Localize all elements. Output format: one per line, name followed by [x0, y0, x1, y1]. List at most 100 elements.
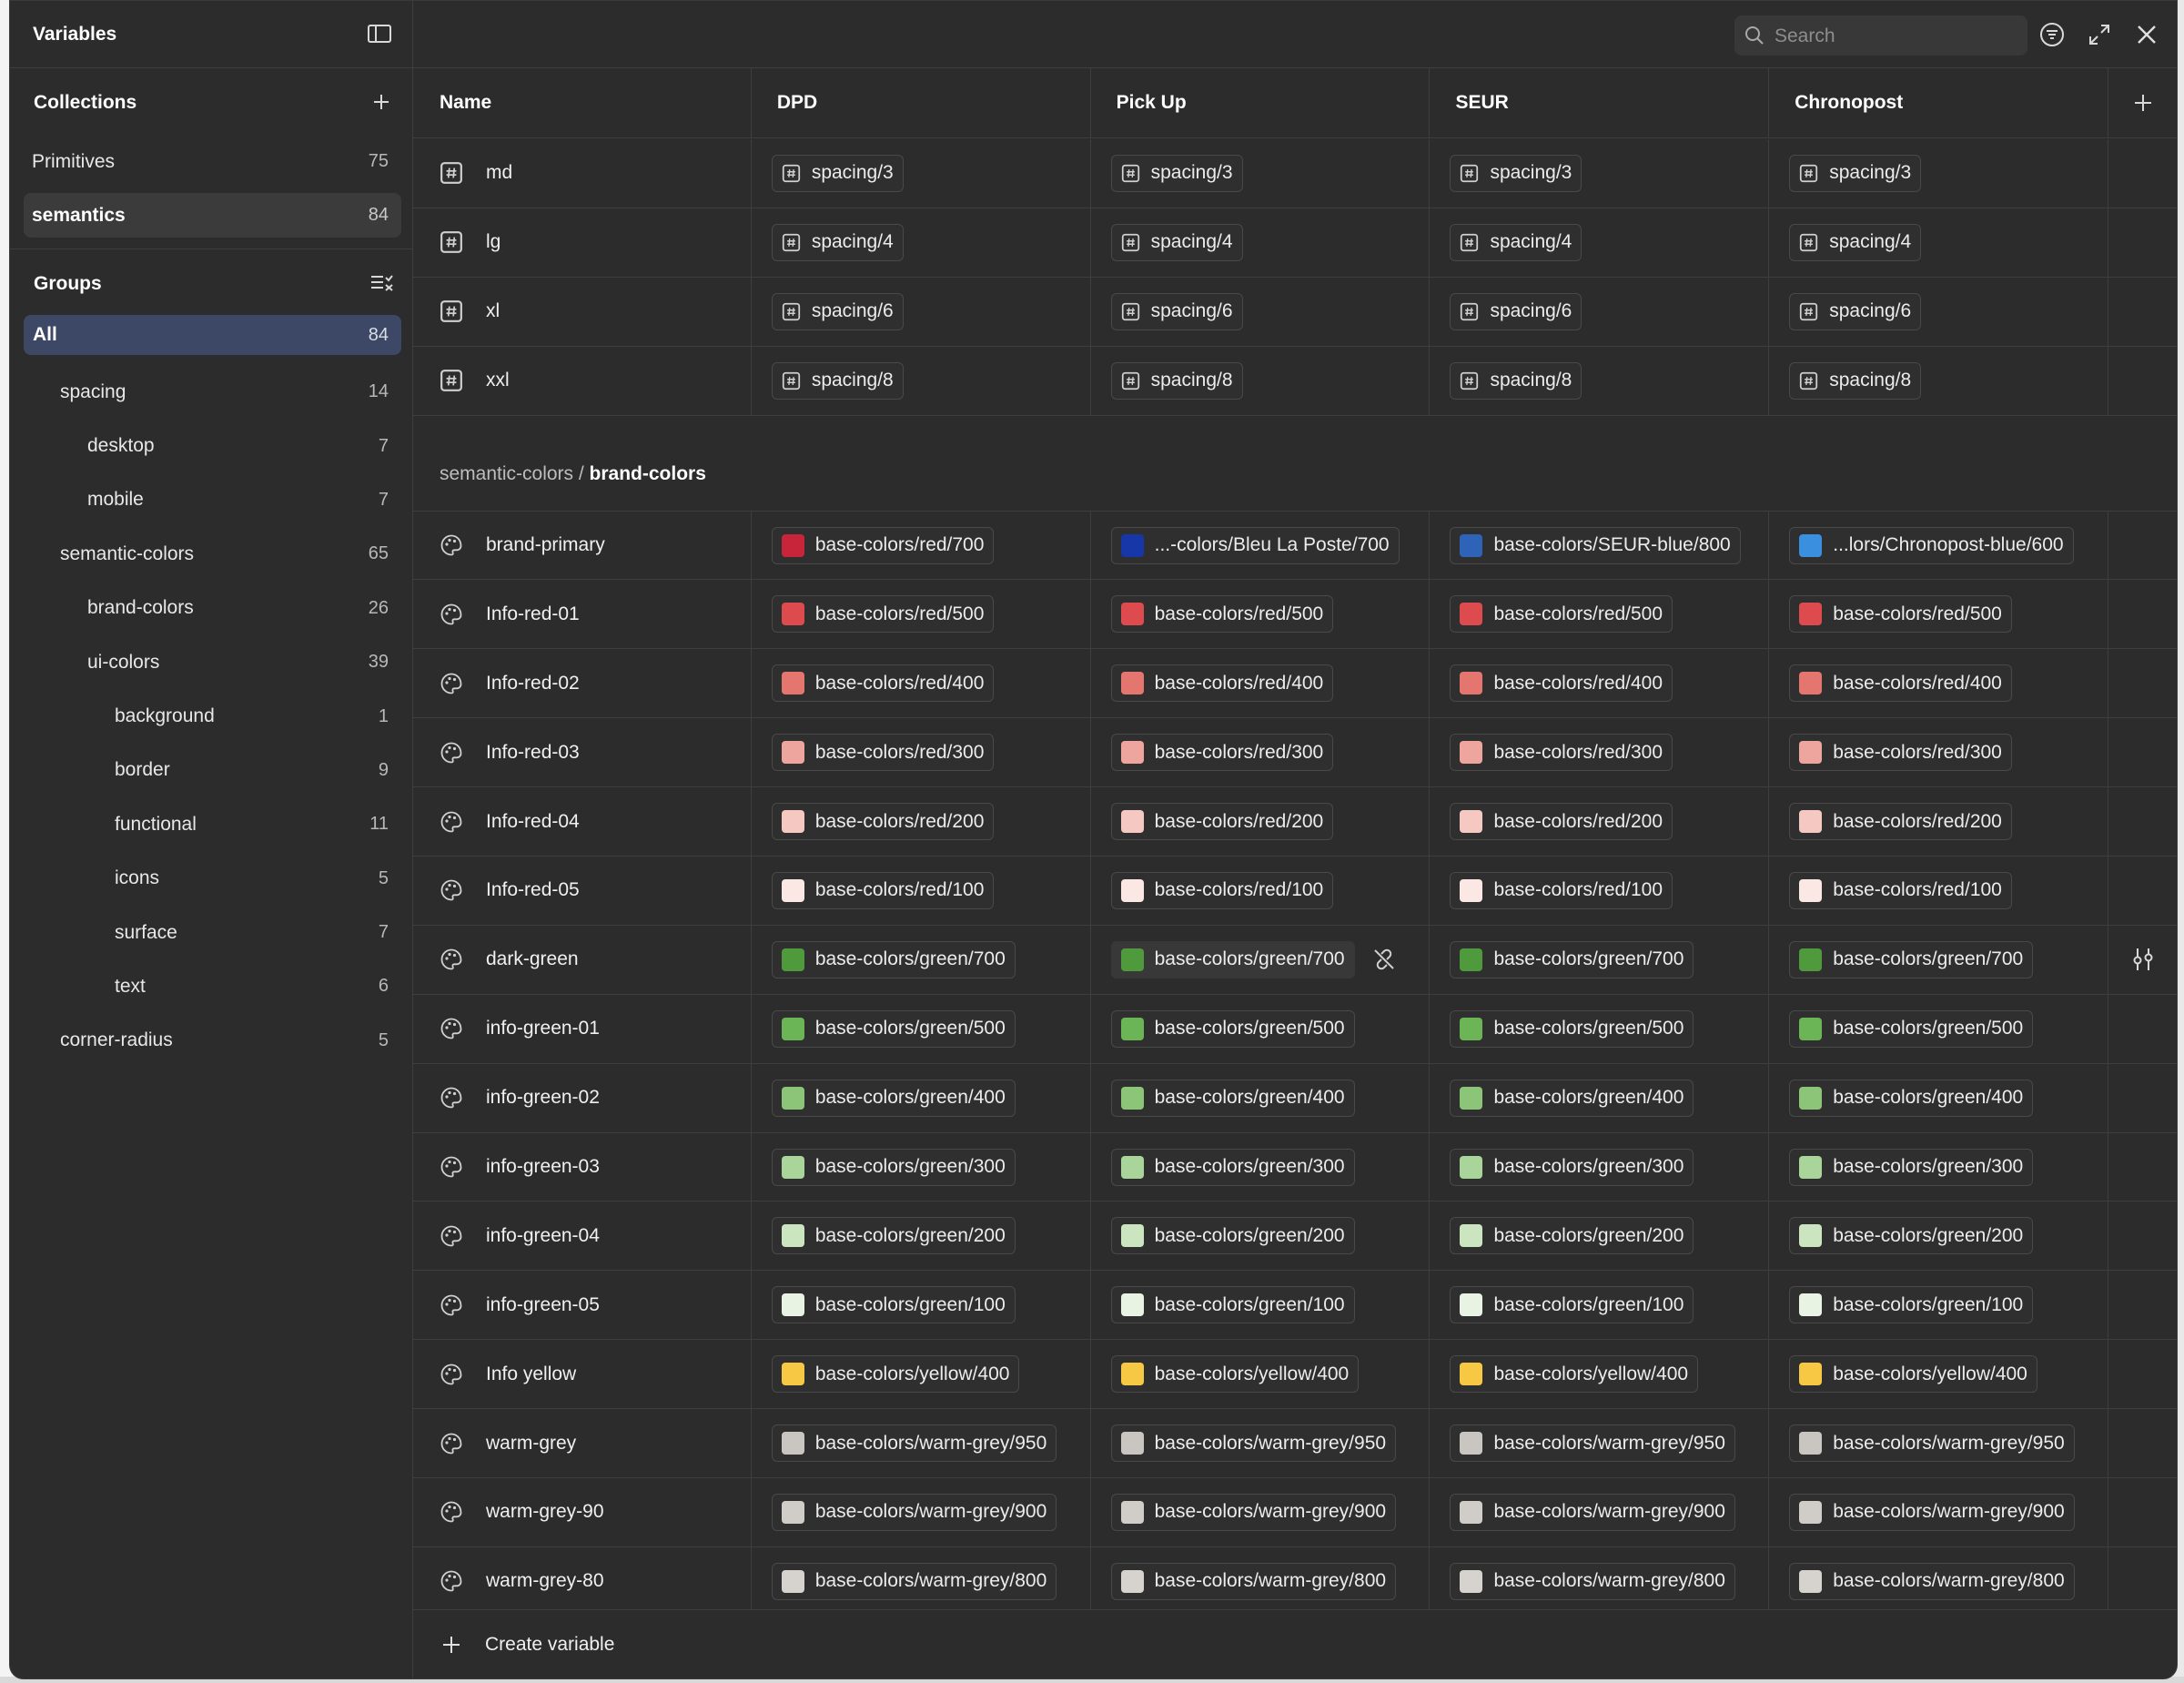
- alias-pill[interactable]: base-colors/red/100: [1110, 871, 1334, 909]
- add-collection-icon[interactable]: [369, 90, 394, 114]
- value-cell[interactable]: base-colors/green/500: [1769, 994, 2109, 1063]
- alias-pill[interactable]: base-colors/warm-grey/800: [1450, 1562, 1735, 1600]
- value-cell[interactable]: base-colors/red/100: [1091, 857, 1431, 925]
- alias-pill[interactable]: spacing/8: [1789, 361, 1922, 400]
- alias-pill[interactable]: spacing/8: [1450, 361, 1582, 400]
- alias-pill[interactable]: base-colors/red/400: [1110, 664, 1334, 703]
- value-cell[interactable]: base-colors/green/200: [1091, 1201, 1431, 1271]
- table-row[interactable]: dark-green base-colors/green/700 base-colo…: [413, 925, 2177, 995]
- edit-variable-icon[interactable]: [2129, 946, 2157, 973]
- alias-pill[interactable]: base-colors/yellow/400: [1789, 1355, 2037, 1394]
- value-cell[interactable]: base-colors/red/500: [752, 580, 1091, 649]
- variable-name-cell[interactable]: Info-red-01: [413, 580, 752, 649]
- alias-pill[interactable]: base-colors/green/700: [1789, 940, 2034, 978]
- alias-pill[interactable]: base-colors/red/200: [1110, 803, 1334, 841]
- group-item-desktop[interactable]: desktop 7: [24, 419, 401, 472]
- group-item-all[interactable]: All 84: [24, 315, 401, 355]
- value-cell[interactable]: base-colors/green/300: [752, 1132, 1091, 1201]
- variable-name-cell[interactable]: lg: [413, 208, 752, 277]
- value-cell[interactable]: base-colors/green/700: [1430, 925, 1770, 994]
- group-item-text[interactable]: text 6: [24, 959, 401, 1013]
- variable-name-cell[interactable]: Info-red-04: [413, 787, 752, 857]
- filter-icon[interactable]: [2038, 21, 2066, 48]
- alias-pill[interactable]: base-colors/green/200: [1789, 1217, 2034, 1255]
- table-row[interactable]: Info-red-05 base-colors/red/100 base-color…: [413, 857, 2177, 926]
- value-cell[interactable]: base-colors/red/200: [1430, 787, 1770, 857]
- value-cell[interactable]: base-colors/green/400: [1091, 1063, 1431, 1132]
- alias-pill[interactable]: base-colors/green/200: [771, 1217, 1016, 1255]
- variable-name-cell[interactable]: Info-red-03: [413, 718, 752, 787]
- value-cell[interactable]: base-colors/red/400: [1091, 649, 1431, 718]
- alias-pill[interactable]: base-colors/warm-grey/950: [1110, 1424, 1397, 1463]
- alias-pill[interactable]: base-colors/green/500: [1789, 1009, 2034, 1048]
- alias-pill[interactable]: base-colors/red/100: [1450, 871, 1673, 909]
- alias-pill[interactable]: base-colors/green/500: [1450, 1009, 1694, 1048]
- alias-pill[interactable]: base-colors/warm-grey/950: [1450, 1424, 1735, 1463]
- group-item-ui-colors[interactable]: ui-colors 39: [24, 635, 401, 689]
- value-cell[interactable]: spacing/4: [1769, 208, 2109, 277]
- value-cell[interactable]: base-colors/yellow/400: [1769, 1340, 2109, 1409]
- value-cell[interactable]: base-colors/red/200: [752, 787, 1091, 857]
- column-header-chronopost[interactable]: Chronopost: [1769, 68, 2109, 137]
- table-row[interactable]: info-green-01 base-colors/green/500 base-c…: [413, 994, 2177, 1064]
- alias-pill[interactable]: base-colors/green/100: [771, 1286, 1016, 1324]
- alias-pill[interactable]: base-colors/green/300: [1110, 1148, 1355, 1186]
- value-cell[interactable]: base-colors/red/500: [1091, 580, 1431, 649]
- add-mode-button[interactable]: [2108, 68, 2177, 137]
- value-cell[interactable]: base-colors/yellow/400: [752, 1340, 1091, 1409]
- variable-name-cell[interactable]: xxl: [413, 346, 752, 415]
- alias-pill[interactable]: base-colors/red/200: [771, 803, 995, 841]
- variable-name-cell[interactable]: xl: [413, 277, 752, 346]
- alias-pill[interactable]: ...lors/Chronopost-blue/600: [1789, 526, 2074, 564]
- group-item-border[interactable]: border 9: [24, 744, 401, 797]
- variable-name-cell[interactable]: info-green-04: [413, 1201, 752, 1271]
- expand-icon[interactable]: [2086, 21, 2113, 48]
- value-cell[interactable]: ...lors/Chronopost-blue/600: [1769, 511, 2109, 580]
- table-row[interactable]: Info-red-03 base-colors/red/300 base-color…: [413, 718, 2177, 788]
- alias-pill[interactable]: base-colors/yellow/400: [1450, 1355, 1699, 1394]
- value-cell[interactable]: spacing/8: [1430, 346, 1770, 415]
- alias-pill[interactable]: base-colors/red/100: [1789, 871, 2012, 909]
- alias-pill[interactable]: base-colors/warm-grey/900: [1110, 1493, 1397, 1531]
- value-cell[interactable]: base-colors/warm-grey/900: [1769, 1478, 2109, 1546]
- value-cell[interactable]: spacing/4: [1430, 208, 1770, 277]
- alias-pill[interactable]: base-colors/warm-grey/800: [771, 1562, 1057, 1600]
- value-cell[interactable]: base-colors/green/100: [1769, 1271, 2109, 1340]
- value-cell[interactable]: spacing/6: [1091, 277, 1431, 346]
- table-row[interactable]: info-green-04 base-colors/green/200 base-c…: [413, 1201, 2177, 1272]
- value-cell[interactable]: spacing/3: [752, 139, 1091, 208]
- variable-name-cell[interactable]: md: [413, 139, 752, 208]
- value-cell[interactable]: spacing/8: [1769, 346, 2109, 415]
- alias-pill[interactable]: base-colors/red/100: [771, 871, 995, 909]
- alias-pill[interactable]: base-colors/green/100: [1110, 1286, 1355, 1324]
- alias-pill[interactable]: spacing/3: [1789, 154, 1922, 192]
- value-cell[interactable]: base-colors/green/100: [1430, 1271, 1770, 1340]
- alias-pill[interactable]: base-colors/warm-grey/950: [771, 1424, 1057, 1463]
- alias-pill[interactable]: base-colors/warm-grey/900: [771, 1493, 1057, 1531]
- value-cell[interactable]: base-colors/green/400: [1769, 1063, 2109, 1132]
- value-cell[interactable]: base-colors/warm-grey/950: [1769, 1409, 2109, 1478]
- value-cell[interactable]: base-colors/red/700: [752, 511, 1091, 580]
- value-cell[interactable]: base-colors/warm-grey/800: [752, 1546, 1091, 1612]
- column-header-seur[interactable]: SEUR: [1430, 68, 1770, 137]
- alias-pill[interactable]: base-colors/green/500: [771, 1009, 1016, 1048]
- alias-pill[interactable]: base-colors/red/500: [771, 595, 995, 634]
- alias-pill[interactable]: base-colors/red/500: [1110, 595, 1334, 634]
- alias-pill[interactable]: spacing/6: [1110, 292, 1243, 330]
- value-cell[interactable]: base-colors/green/400: [1430, 1063, 1770, 1132]
- variable-name-cell[interactable]: info-green-03: [413, 1132, 752, 1201]
- variable-name-cell[interactable]: brand-primary: [413, 511, 752, 580]
- alias-pill[interactable]: base-colors/green/100: [1789, 1286, 2034, 1324]
- variable-name-cell[interactable]: Info yellow: [413, 1340, 752, 1409]
- alias-pill[interactable]: base-colors/red/400: [771, 664, 995, 703]
- create-variable-button[interactable]: Create variable: [413, 1609, 2177, 1678]
- group-item-functional[interactable]: functional 11: [24, 797, 401, 851]
- value-cell[interactable]: base-colors/green/300: [1091, 1132, 1431, 1201]
- table-row[interactable]: Info yellow base-colors/yellow/400 base-co…: [413, 1340, 2177, 1410]
- value-cell[interactable]: base-colors/red/200: [1091, 787, 1431, 857]
- alias-pill[interactable]: base-colors/warm-grey/800: [1789, 1562, 2075, 1600]
- group-item-icons[interactable]: icons 5: [24, 852, 401, 906]
- variable-name-cell[interactable]: Info-red-05: [413, 857, 752, 925]
- value-cell[interactable]: base-colors/warm-grey/800: [1091, 1546, 1431, 1612]
- value-cell[interactable]: base-colors/green/400: [752, 1063, 1091, 1132]
